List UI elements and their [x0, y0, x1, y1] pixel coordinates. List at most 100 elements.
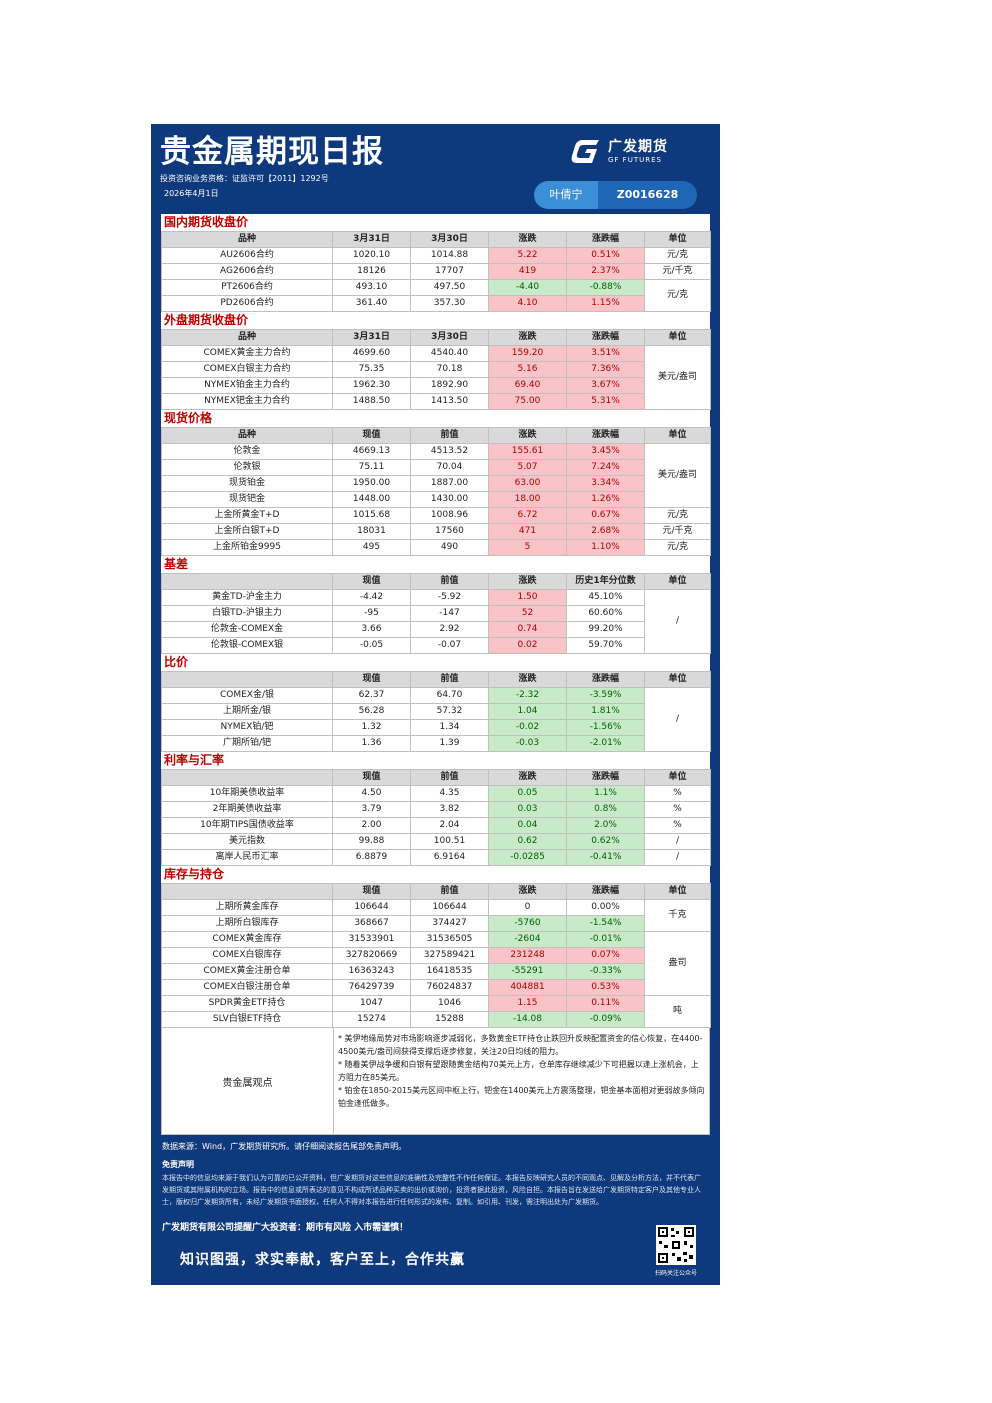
change-value: 18.00 — [488, 491, 567, 508]
report-card: 贵金属期现日报 投资咨询业务资格：证监许可【2011】1292号 2026年4月… — [151, 124, 720, 1285]
change-pct: 0.62% — [566, 833, 645, 850]
table-row: NYMEX铂/钯 1.32 1.34 -0.02 -1.56% — [161, 719, 711, 736]
table-row: AU2606合约 1020.10 1014.88 5.22 0.51% 元/克 — [161, 247, 711, 264]
previous-value: 4540.40 — [410, 345, 489, 362]
view-point: * 随着美伊战争缓和白银有望跟随黄金结构70美元上方，仓单库存继续减少下可把握以… — [338, 1060, 699, 1082]
column-header: 3月31日 — [332, 231, 411, 248]
row-label: COMEX白银注册仓单 — [161, 979, 333, 996]
data-table: 现值 前值 涨跌 历史1年分位数 单位 黄金TD-沪金主力 -4.42 -5.92 1.50 45… — [161, 573, 711, 654]
row-label: 伦敦银-COMEX银 — [161, 637, 333, 654]
table-row: COMEX白银注册仓单 76429739 76024837 404881 0.53% — [161, 979, 711, 996]
current-value: -95 — [332, 605, 411, 622]
column-header: 现值 — [332, 671, 411, 688]
unit-cell: / — [644, 849, 711, 866]
column-header: 涨跌 — [488, 329, 567, 346]
change-pct: 5.31% — [566, 393, 645, 410]
column-header: 品种 — [161, 231, 333, 248]
current-value: -0.05 — [332, 637, 411, 654]
qr-caption: 扫码关注公众号 — [654, 1270, 697, 1277]
change-value: 231248 — [488, 947, 567, 964]
column-header: 3月31日 — [332, 329, 411, 346]
change-pct: -0.88% — [566, 279, 645, 296]
table-row: COMEX黄金主力合约 4699.60 4540.40 159.20 3.51% 美元/盎… — [161, 345, 711, 410]
current-value: 75.35 — [332, 361, 411, 378]
change-value: -0.02 — [488, 719, 567, 736]
previous-value: 70.18 — [410, 361, 489, 378]
section-title: 现货价格 — [164, 411, 213, 425]
column-header: 单位 — [644, 427, 711, 444]
row-label: SPDR黄金ETF持仓 — [161, 995, 333, 1012]
gf-logo-icon — [571, 140, 599, 163]
change-value: 0.03 — [488, 801, 567, 818]
change-value: 0 — [488, 899, 567, 916]
column-header: 3月30日 — [410, 329, 489, 346]
current-value: 16363243 — [332, 963, 411, 980]
table-header-row: 现值 前值 涨跌 涨跌幅 单位 — [161, 883, 711, 900]
section-title: 外盘期货收盘价 — [164, 313, 249, 327]
change-pct: 0.67% — [566, 507, 645, 524]
unit-cell: / — [644, 687, 711, 752]
row-label: COMEX白银主力合约 — [161, 361, 333, 378]
change-value: 5 — [488, 539, 567, 556]
row-label: AG2606合约 — [161, 263, 333, 280]
row-label: PT2606合约 — [161, 279, 333, 296]
previous-value: 327589421 — [410, 947, 489, 964]
column-header: 前值 — [410, 573, 489, 590]
column-header: 涨跌幅 — [566, 427, 645, 444]
analyst-license-id: Z0016628 — [616, 188, 679, 201]
table-row: PT2606合约 493.10 497.50 -4.40 -0.88% 元/克 — [161, 279, 711, 312]
table-row: 伦敦金 4669.13 4513.52 155.61 3.45% 美元/盎司 — [161, 443, 711, 508]
data-table: 品种 3月31日 3月30日 涨跌 涨跌幅 单位 COMEX黄金主力合约 4699.60 454… — [161, 329, 711, 410]
table-header-row: 现值 前值 涨跌 涨跌幅 单位 — [161, 769, 711, 786]
table-row: 现货钯金 1448.00 1430.00 18.00 1.26% — [161, 491, 711, 508]
change-pct: 0.51% — [566, 247, 645, 264]
change-value: 159.20 — [488, 345, 567, 362]
previous-value: 64.70 — [410, 687, 489, 704]
table-row: COMEX黄金注册仓单 16363243 16418535 -55291 -0.33% — [161, 963, 711, 980]
change-pct: 2.37% — [566, 263, 645, 280]
change-pct: -2.01% — [566, 735, 645, 752]
change-value: 63.00 — [488, 475, 567, 492]
unit-cell: 千克 — [644, 899, 711, 932]
previous-value: 1014.88 — [410, 247, 489, 264]
column-header: 历史1年分位数 — [566, 573, 645, 590]
current-value: 99.88 — [332, 833, 411, 850]
column-header: 涨跌 — [488, 427, 567, 444]
current-value: 1448.00 — [332, 491, 411, 508]
table-row: 广期所铂/钯 1.36 1.39 -0.03 -2.01% — [161, 735, 711, 752]
row-label: 10年期TIPS国债收益率 — [161, 817, 333, 834]
previous-value: 15288 — [410, 1011, 489, 1028]
current-value: 4.50 — [332, 785, 411, 802]
table-row: SLV白银ETF持仓 15274 15288 -14.08 -0.09% — [161, 1011, 711, 1028]
unit-cell: / — [644, 833, 711, 850]
current-value: 4669.13 — [332, 443, 411, 460]
row-label: 上期所白银库存 — [161, 915, 333, 932]
change-pct: 1.81% — [566, 703, 645, 720]
change-value: -4.40 — [488, 279, 567, 296]
table-row: 黄金TD-沪金主力 -4.42 -5.92 1.50 45.10% / — [161, 589, 711, 654]
current-value: 361.40 — [332, 295, 411, 312]
unit-cell: 元/克 — [644, 507, 711, 524]
change-value: 0.02 — [488, 637, 567, 654]
current-value: 495 — [332, 539, 411, 556]
previous-value: 497.50 — [410, 279, 489, 296]
change-value: 404881 — [488, 979, 567, 996]
previous-value: 4513.52 — [410, 443, 489, 460]
row-label: 2年期美债收益率 — [161, 801, 333, 818]
unit-cell: / — [644, 589, 711, 654]
change-pct: 2.0% — [566, 817, 645, 834]
change-pct: 0.53% — [566, 979, 645, 996]
change-pct: 99.20% — [566, 621, 645, 638]
table-header-row: 品种 3月31日 3月30日 涨跌 涨跌幅 单位 — [161, 329, 711, 346]
current-value: 1.32 — [332, 719, 411, 736]
previous-value: 6.9164 — [410, 849, 489, 866]
table-row: 上金所白银T+D 18031 17560 471 2.68% 元/千克 — [161, 523, 711, 540]
previous-value: 357.30 — [410, 295, 489, 312]
change-pct: 2.68% — [566, 523, 645, 540]
table-row: 上金所黄金T+D 1015.68 1008.96 6.72 0.67% 元/克 — [161, 507, 711, 524]
market-view-label: 贵金属观点 — [162, 1028, 334, 1134]
row-label: 广期所铂/钯 — [161, 735, 333, 752]
table-header-row: 品种 3月31日 3月30日 涨跌 涨跌幅 单位 — [161, 231, 711, 248]
unit-cell: 美元/盎司 — [644, 345, 711, 410]
change-value: 471 — [488, 523, 567, 540]
